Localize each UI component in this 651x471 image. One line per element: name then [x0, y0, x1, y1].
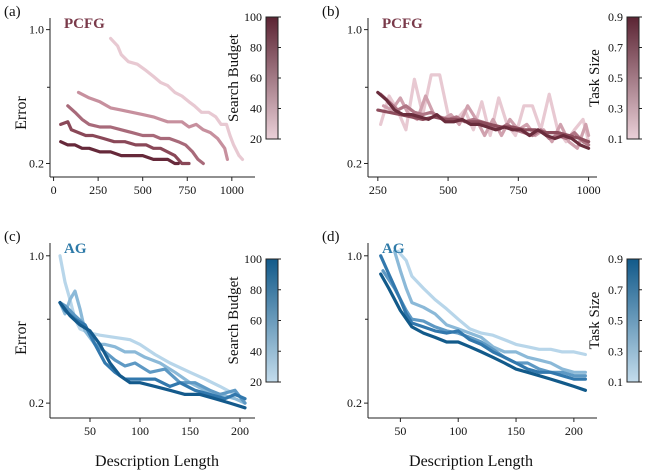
colorbar-tick-label: 20: [250, 132, 262, 146]
colorbar-tick-label: 0.3: [608, 344, 623, 358]
xlabel-right: Description Length: [409, 453, 533, 470]
x-tick-label: 100: [449, 424, 467, 438]
colorbar-tick-label: 80: [250, 41, 262, 55]
x-tick-label: 200: [565, 424, 583, 438]
colorbar-tick-label: 0.9: [608, 10, 623, 24]
x-tick-label: 250: [369, 183, 387, 197]
ylabel-bottom: Error: [13, 320, 30, 354]
panel-d: 50 100 150 200 1.0 0.2 (d) AG 0.1 0.3 0.5 0.7 0.9 Tas…: [322, 229, 642, 438]
x-tick-label: 500: [134, 183, 152, 197]
panel-b: 250 500 750 1000 1.0 0.2 (b) PCFG 0.1 0.3 0.5 0.7 0.…: [322, 4, 642, 197]
series-line: [379, 73, 591, 144]
panel-label: (a): [4, 4, 21, 20]
colorbar-tick-label: 0.7: [608, 41, 623, 55]
colorbar-tick-label: 80: [250, 283, 262, 297]
series-line: [379, 254, 588, 381]
colorbar-tick-label: 100: [244, 10, 262, 24]
x-tick-label: 1000: [220, 183, 244, 197]
colorbar-tick-label: 0.5: [608, 314, 623, 328]
colorbar-tick-label: 60: [250, 71, 262, 85]
x-tick-label: 150: [507, 424, 525, 438]
colorbar-tick-label: 0.3: [608, 102, 623, 116]
series-line: [58, 301, 247, 405]
colorbar-tick-label: 100: [244, 252, 262, 266]
series-line: [59, 140, 180, 166]
y-tick-label: 1.0: [29, 23, 44, 37]
panel-c: 50 100 150 2001.00.2(c)AG20406080100Search …: [4, 229, 281, 438]
colorbar: [265, 16, 279, 140]
series-line: [376, 108, 591, 144]
colorbar-label: Task Size: [587, 49, 603, 107]
series-line: [108, 36, 245, 161]
x-tick-label: 250: [89, 183, 107, 197]
x-tick-label: 150: [181, 424, 199, 438]
x-tick-label: 50: [394, 424, 406, 438]
colorbar-tick-label: 40: [250, 102, 262, 116]
series-line: [393, 249, 588, 374]
panel-label: (d): [322, 229, 340, 245]
x-tick-label: 750: [178, 183, 196, 197]
colorbar: [626, 16, 640, 140]
method-label: PCFG: [382, 16, 423, 32]
colorbar-tick-label: 0.1: [608, 375, 623, 389]
x-tick-label: 0: [51, 183, 57, 197]
x-tick-label: 750: [509, 183, 527, 197]
y-tick-label: 0.2: [29, 156, 44, 170]
panel-label: (b): [322, 4, 340, 20]
colorbar-tick-label: 0.5: [608, 71, 623, 85]
series-line: [58, 289, 247, 405]
colorbar-tick-label: 40: [250, 344, 262, 358]
series-line: [379, 272, 588, 392]
panels: 0 250 500 750 10001.00.2(a)PCFG20406080100Se…: [4, 4, 642, 438]
colorbar-label: Task Size: [587, 291, 603, 349]
x-tick-label: 50: [84, 424, 96, 438]
x-tick-label: 1000: [577, 183, 601, 197]
series-line: [58, 301, 247, 401]
y-tick-label: 0.2: [347, 156, 362, 170]
series-line: [376, 90, 591, 150]
x-tick-label: 500: [439, 183, 457, 197]
method-label: AG: [64, 241, 87, 257]
series-line: [396, 249, 588, 357]
colorbar: [626, 258, 640, 383]
ylabel-top: Error: [13, 95, 30, 129]
colorbar-label: Search Budget: [226, 33, 242, 122]
series-line: [58, 301, 247, 410]
y-tick-label: 0.2: [347, 396, 362, 410]
y-tick-label: 1.0: [347, 23, 362, 37]
y-tick-label: 0.2: [29, 396, 44, 410]
colorbar-tick-label: 60: [250, 314, 262, 328]
colorbar: [265, 258, 279, 383]
panel-label: (c): [4, 229, 21, 245]
y-tick-label: 1.0: [29, 249, 44, 263]
method-label: AG: [382, 241, 405, 257]
colorbar-tick-label: 20: [250, 375, 262, 389]
x-tick-label: 100: [131, 424, 149, 438]
series-line: [59, 120, 191, 166]
xlabel-left: Description Length: [95, 453, 219, 470]
colorbar-tick-label: 0.7: [608, 283, 623, 297]
colorbar-tick-label: 0.1: [608, 132, 623, 146]
panel-a: 0 250 500 750 1000 1.0 0.2 (a) PCFG 20 40 60 80 100Se…: [4, 4, 281, 197]
series-line: [76, 90, 229, 161]
colorbar-label: Search Budget: [226, 276, 242, 365]
method-label: PCFG: [64, 16, 105, 32]
colorbar-tick-label: 0.9: [608, 252, 623, 266]
y-tick-label: 1.0: [347, 249, 362, 263]
x-tick-label: 200: [231, 424, 249, 438]
series-line: [66, 104, 205, 166]
